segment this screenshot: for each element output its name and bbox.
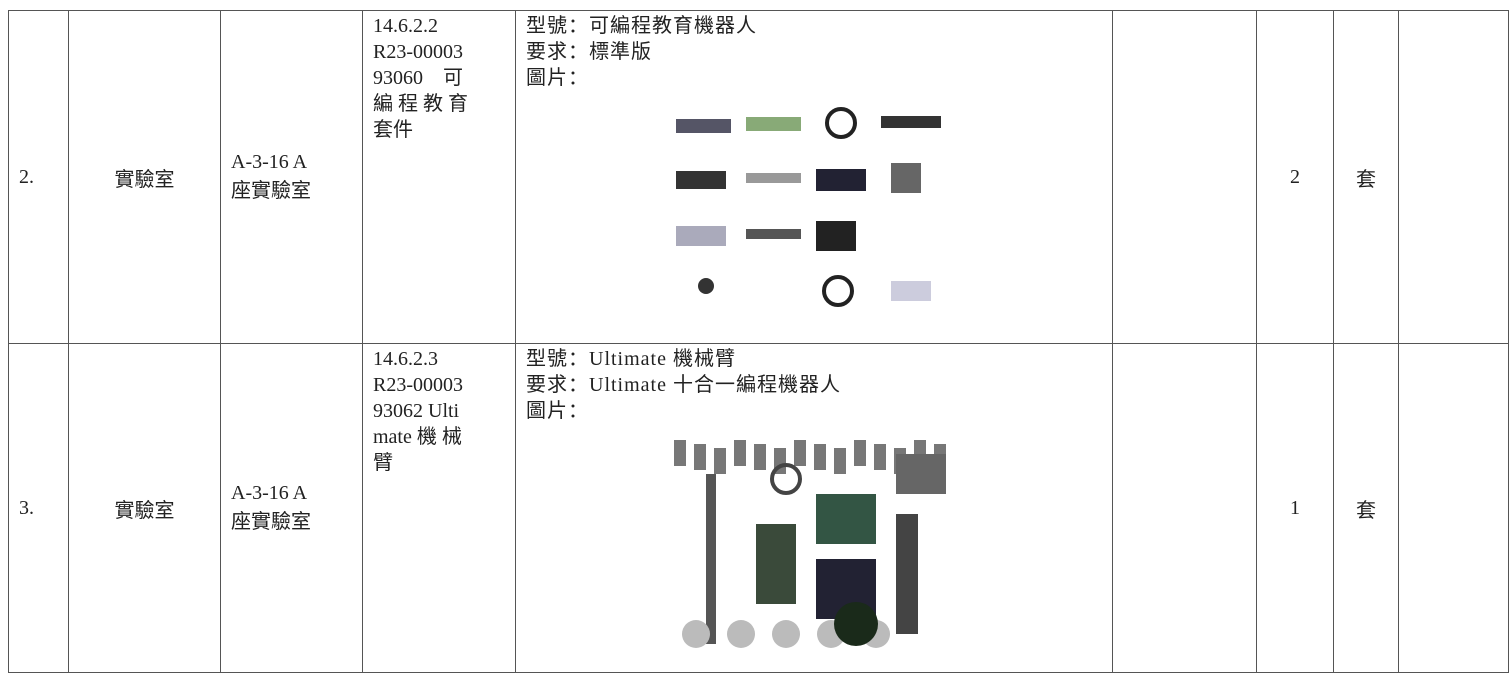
text-line: 93060 可 (373, 67, 463, 89)
quantity: 1 (1256, 343, 1334, 673)
location: 實驗室 (68, 10, 221, 344)
text-line: 圖片： (526, 67, 589, 89)
text-line: mate 機 械 (373, 426, 462, 448)
table-row: 2. 實驗室 A-3-16 A 座實驗室 14.6.2.2 R23-00003 93060 … (8, 10, 1509, 344)
text-line: A-3-16 A (231, 151, 308, 173)
row-number: 2. (8, 10, 69, 344)
text-line: 圖片： (526, 400, 589, 422)
text-line: 93062 Ulti (373, 400, 460, 422)
empty-cell (1112, 10, 1257, 344)
specification: 型號：Ultimate 機械臂要求：Ultimate 十合一編程機器人 圖片： (515, 343, 1113, 673)
item: 14.6.2.2 R23-00003 93060 可編 程 教 育套件 (362, 10, 516, 344)
empty-cell (1398, 343, 1509, 673)
text-line: 要求：Ultimate 十合一編程機器人 (526, 374, 841, 396)
text-line: 臂 (373, 452, 393, 474)
text-line: 要求：標準版 (526, 41, 652, 63)
text-line: 型號：Ultimate 機械臂 (526, 348, 736, 370)
quantity: 2 (1256, 10, 1334, 344)
location: 實驗室 (68, 343, 221, 673)
text-line: R23-00003 (373, 41, 463, 63)
text-line: 套件 (373, 119, 413, 141)
text-line: 編 程 教 育 (373, 93, 468, 115)
empty-cell (1112, 343, 1257, 673)
unit: 套 (1333, 10, 1399, 344)
room: A-3-16 A 座實驗室 (220, 343, 363, 673)
row-number: 3. (8, 343, 69, 673)
product-image (676, 107, 941, 307)
text-line: 座實驗室 (231, 180, 311, 202)
text-line: 型號：可編程教育機器人 (526, 15, 757, 37)
text-line: 座實驗室 (231, 511, 311, 533)
text-line: 14.6.2.3 (373, 348, 438, 370)
text-line: A-3-16 A (231, 482, 308, 504)
text-line: R23-00003 (373, 374, 463, 396)
specification: 型號：可編程教育機器人 要求：標準版 圖片： (515, 10, 1113, 344)
room: A-3-16 A 座實驗室 (220, 10, 363, 344)
table-row: 3. 實驗室 A-3-16 A 座實驗室 14.6.2.3 R23-00003 93062 … (8, 343, 1509, 673)
empty-cell (1398, 10, 1509, 344)
equipment-table: 2. 實驗室 A-3-16 A 座實驗室 14.6.2.2 R23-00003 93060 … (8, 10, 1509, 673)
item: 14.6.2.3 R23-00003 93062 Ulti mate 機 械臂 (362, 343, 516, 673)
unit: 套 (1333, 343, 1399, 673)
product-image (674, 440, 946, 648)
text-line: 14.6.2.2 (373, 15, 438, 37)
